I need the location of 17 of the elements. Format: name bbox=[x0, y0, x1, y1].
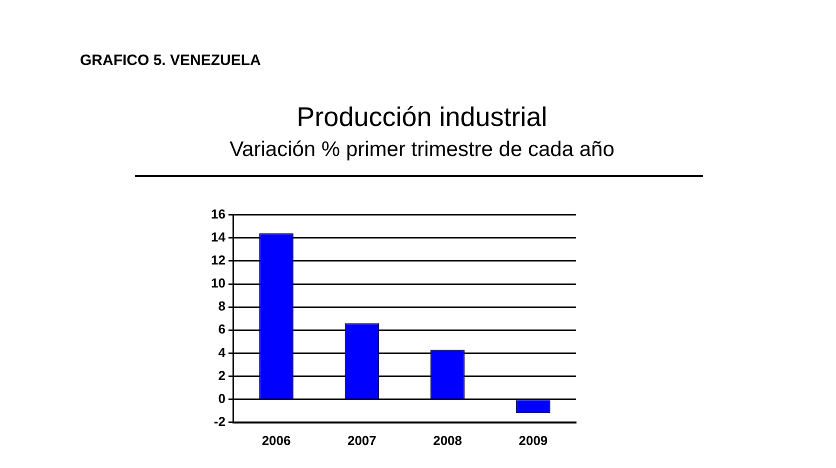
chart-title: Producción industrial bbox=[296, 102, 548, 133]
y-tick-label: 12 bbox=[210, 252, 226, 268]
x-tick-label: 2009 bbox=[518, 432, 548, 448]
y-tick-label: 16 bbox=[210, 206, 226, 222]
y-tick-label: 10 bbox=[210, 276, 226, 291]
y-tick-label: 6 bbox=[218, 322, 226, 337]
text: GRAFICO 5. VENEZUELA bbox=[80, 52, 261, 69]
chart-subtitle: Variación % primer trimestre de cada año bbox=[228, 138, 616, 162]
x-tick-label: 2007 bbox=[347, 432, 376, 448]
x-tick-label: 2006 bbox=[262, 432, 291, 448]
y-tick-label: -2 bbox=[214, 414, 226, 429]
x-tick-label: 2008 bbox=[433, 432, 462, 448]
y-tick-label: 14 bbox=[210, 229, 226, 244]
y-tick-label: 0 bbox=[218, 390, 226, 406]
y-tick-label: 8 bbox=[218, 298, 226, 314]
y-tick-label: 4 bbox=[218, 344, 226, 360]
y-tick-label: 2 bbox=[218, 368, 226, 383]
